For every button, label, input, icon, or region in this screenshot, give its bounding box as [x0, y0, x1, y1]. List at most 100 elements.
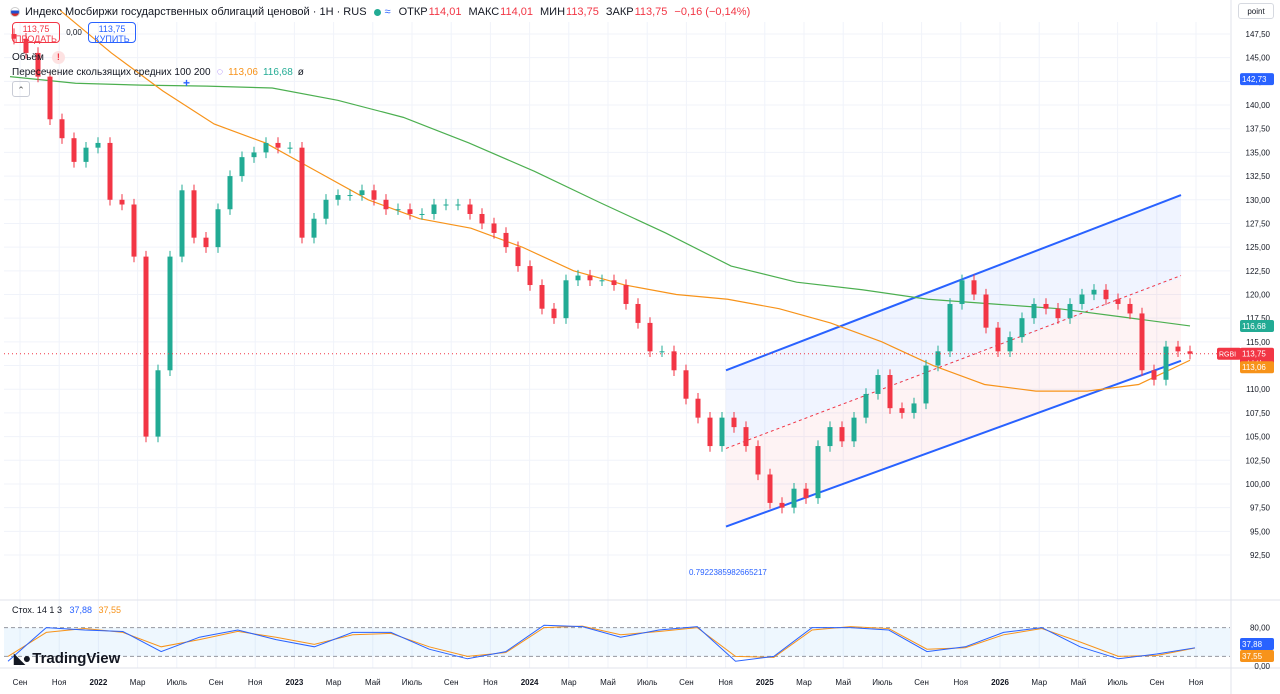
candle-body[interactable] — [251, 152, 257, 158]
candle-body[interactable] — [1115, 299, 1121, 304]
candle-body[interactable] — [131, 204, 137, 257]
candle-body[interactable] — [431, 204, 437, 214]
sell-button[interactable]: 113,75 ПРОДАТЬ — [12, 22, 60, 44]
candle-body[interactable] — [1043, 303, 1049, 309]
candle-body[interactable] — [143, 256, 149, 437]
candle-body[interactable] — [719, 417, 725, 447]
collapse-legend-button[interactable]: ⌃ — [12, 81, 30, 97]
crosshair-marker[interactable]: + — [183, 76, 190, 90]
candle-body[interactable] — [563, 280, 569, 319]
candle-body[interactable] — [1127, 303, 1133, 314]
candle-body[interactable] — [215, 209, 221, 248]
buy-button[interactable]: 113,75 КУПИТЬ — [88, 22, 136, 44]
candle-body[interactable] — [935, 351, 941, 366]
candle-body[interactable] — [71, 138, 77, 162]
candle-body[interactable] — [1103, 289, 1109, 300]
candle-body[interactable] — [287, 147, 293, 149]
candle-body[interactable] — [1187, 351, 1193, 354]
candle-body[interactable] — [611, 280, 617, 286]
candle-body[interactable] — [647, 322, 653, 352]
candle-body[interactable] — [491, 223, 497, 233]
candle-body[interactable] — [515, 247, 521, 267]
candle-body[interactable] — [899, 408, 905, 413]
candle-body[interactable] — [47, 76, 53, 120]
candle-body[interactable] — [743, 427, 749, 447]
volume-indicator[interactable]: Объём ! — [12, 51, 65, 64]
candle-body[interactable] — [971, 280, 977, 295]
candle-body[interactable] — [95, 142, 101, 148]
candle-body[interactable] — [707, 417, 713, 447]
candle-body[interactable] — [395, 209, 401, 211]
candle-body[interactable] — [503, 232, 509, 248]
stochastic-legend[interactable]: Стох. 14 1 3 37,88 37,55 — [12, 605, 121, 615]
candle-body[interactable] — [191, 190, 197, 238]
scale-unit-button[interactable]: point — [1238, 3, 1274, 19]
candle-body[interactable] — [299, 147, 305, 238]
candle-body[interactable] — [827, 427, 833, 447]
candle-body[interactable] — [35, 52, 41, 77]
candle-body[interactable] — [1031, 303, 1037, 319]
symbol-title[interactable]: Индекс Мосбиржи государственных облигаци… — [25, 6, 367, 18]
candle-body[interactable] — [1067, 303, 1073, 319]
candle-body[interactable] — [767, 474, 773, 503]
tradingview-logo[interactable]: ◣● TradingView — [14, 650, 120, 667]
candle-body[interactable] — [167, 256, 173, 371]
ma-cross-indicator[interactable]: Пересечение скользящих средних 100 200 ◌… — [12, 66, 304, 78]
replay-icon[interactable]: ≈ — [384, 6, 391, 18]
candle-body[interactable] — [479, 213, 485, 224]
candle-body[interactable] — [1139, 313, 1145, 371]
candle-body[interactable] — [995, 327, 1001, 352]
candle-body[interactable] — [119, 199, 125, 205]
candle-body[interactable] — [83, 147, 89, 162]
candle-body[interactable] — [551, 308, 557, 319]
candle-body[interactable] — [107, 142, 113, 200]
candle-body[interactable] — [983, 294, 989, 328]
candle-body[interactable] — [959, 280, 965, 304]
candle-body[interactable] — [467, 204, 473, 214]
candle-body[interactable] — [359, 190, 365, 196]
candle-body[interactable] — [791, 488, 797, 508]
candle-body[interactable] — [755, 446, 761, 475]
candle-body[interactable] — [11, 34, 17, 39]
candle-body[interactable] — [947, 303, 953, 352]
candle-body[interactable] — [635, 303, 641, 323]
warning-icon[interactable]: ! — [51, 51, 65, 64]
candle-body[interactable] — [851, 417, 857, 442]
candle-body[interactable] — [911, 403, 917, 413]
candle-body[interactable] — [587, 275, 593, 281]
candle-body[interactable] — [59, 119, 65, 139]
candle-body[interactable] — [731, 417, 737, 428]
candle-body[interactable] — [383, 199, 389, 210]
candle-body[interactable] — [1055, 308, 1061, 319]
candle-body[interactable] — [179, 190, 185, 257]
candle-body[interactable] — [1091, 289, 1097, 295]
candle-body[interactable] — [623, 285, 629, 304]
candle-body[interactable] — [875, 375, 881, 394]
candle-body[interactable] — [539, 285, 545, 309]
candle-body[interactable] — [203, 237, 209, 248]
candle-body[interactable] — [227, 176, 233, 210]
candle-body[interactable] — [23, 38, 29, 53]
candle-body[interactable] — [779, 502, 785, 508]
candle-body[interactable] — [1175, 346, 1181, 352]
candle-body[interactable] — [263, 142, 269, 153]
candle-body[interactable] — [887, 375, 893, 409]
candle-body[interactable] — [275, 142, 281, 148]
candle-body[interactable] — [323, 199, 329, 219]
candle-body[interactable] — [1151, 370, 1157, 380]
channel-upper-line[interactable] — [725, 194, 1182, 372]
candle-body[interactable] — [695, 398, 701, 418]
candle-body[interactable] — [803, 488, 809, 499]
candle-body[interactable] — [599, 280, 605, 282]
candle-body[interactable] — [335, 195, 341, 200]
candle-body[interactable] — [527, 266, 533, 286]
candle-body[interactable] — [443, 204, 449, 206]
candle-body[interactable] — [347, 195, 353, 197]
candle-body[interactable] — [1019, 318, 1025, 338]
candle-body[interactable] — [683, 370, 689, 399]
candle-body[interactable] — [1079, 294, 1085, 304]
candle-body[interactable] — [839, 427, 845, 442]
candle-body[interactable] — [239, 157, 245, 177]
candle-body[interactable] — [155, 370, 161, 437]
